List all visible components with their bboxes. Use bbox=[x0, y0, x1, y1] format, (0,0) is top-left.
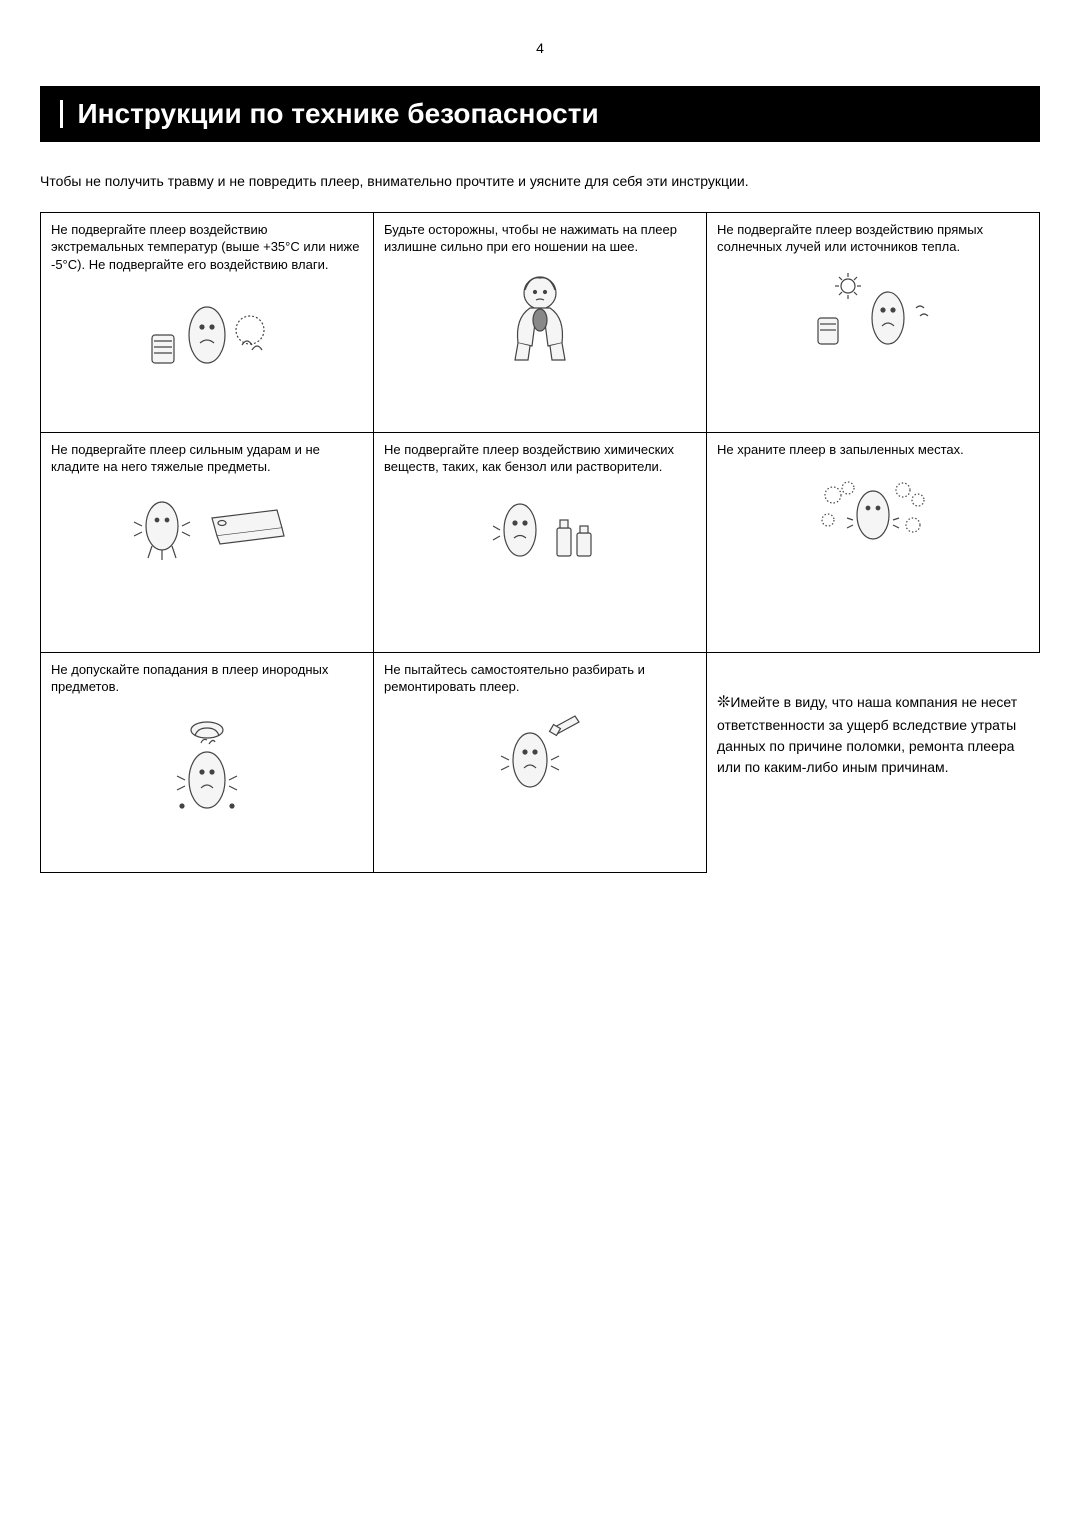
disclaimer-body: Имейте в виду, что наша компания не несе… bbox=[717, 694, 1017, 775]
illustration-icon bbox=[384, 488, 696, 573]
illustration-icon bbox=[51, 488, 363, 573]
table-row: Не допускайте попадания в плеер инородны… bbox=[41, 652, 1040, 872]
illustration-icon bbox=[717, 268, 1029, 358]
cell-text: Не допускайте попадания в плеер инородны… bbox=[51, 661, 363, 696]
intro-text: Чтобы не получить травму и не повредить … bbox=[40, 172, 1040, 192]
safety-table: Не подвергайте плеер воздействию экстрем… bbox=[40, 212, 1040, 873]
cell-impact-heavy: Не подвергайте плеер сильным ударам и не… bbox=[41, 432, 374, 652]
header-bar: Инструкции по технике безопасности bbox=[40, 86, 1040, 142]
cell-text: Не подвергайте плеер воздействию химичес… bbox=[384, 441, 696, 476]
illustration-icon bbox=[51, 285, 363, 375]
cell-temp-moisture: Не подвергайте плеер воздействию экстрем… bbox=[41, 212, 374, 432]
disclaimer-text: ❊Имейте в виду, что наша компания не нес… bbox=[717, 661, 1030, 778]
cell-text: Не подвергайте плеер воздействию экстрем… bbox=[51, 221, 363, 274]
cell-sunlight-heat: Не подвергайте плеер воздействию прямых … bbox=[707, 212, 1040, 432]
page-number: 4 bbox=[40, 40, 1040, 56]
illustration-icon bbox=[384, 708, 696, 803]
header-divider bbox=[60, 100, 63, 128]
illustration-icon bbox=[51, 708, 363, 823]
cell-text: Не пытайтесь самостоятельно разбирать и … bbox=[384, 661, 696, 696]
table-row: Не подвергайте плеер воздействию экстрем… bbox=[41, 212, 1040, 432]
cell-text: Не храните плеер в запыленных местах. bbox=[717, 441, 1029, 459]
cell-disclaimer: ❊Имейте в виду, что наша компания не нес… bbox=[707, 652, 1040, 872]
cell-neck-pressure: Будьте осторожны, чтобы не нажимать на п… bbox=[374, 212, 707, 432]
page-title: Инструкции по технике безопасности bbox=[77, 98, 598, 129]
cell-text: Не подвергайте плеер сильным ударам и не… bbox=[51, 441, 363, 476]
cell-chemicals: Не подвергайте плеер воздействию химичес… bbox=[374, 432, 707, 652]
cell-text: Будьте осторожны, чтобы не нажимать на п… bbox=[384, 221, 696, 256]
cell-foreign-objects: Не допускайте попадания в плеер инородны… bbox=[41, 652, 374, 872]
illustration-icon bbox=[384, 268, 696, 373]
illustration-icon bbox=[717, 470, 1029, 555]
table-row: Не подвергайте плеер сильным ударам и не… bbox=[41, 432, 1040, 652]
disclaimer-marker-icon: ❊ bbox=[717, 694, 730, 711]
cell-text: Не подвергайте плеер воздействию прямых … bbox=[717, 221, 1029, 256]
cell-no-disassembly: Не пытайтесь самостоятельно разбирать и … bbox=[374, 652, 707, 872]
cell-dust: Не храните плеер в запыленных местах. bbox=[707, 432, 1040, 652]
